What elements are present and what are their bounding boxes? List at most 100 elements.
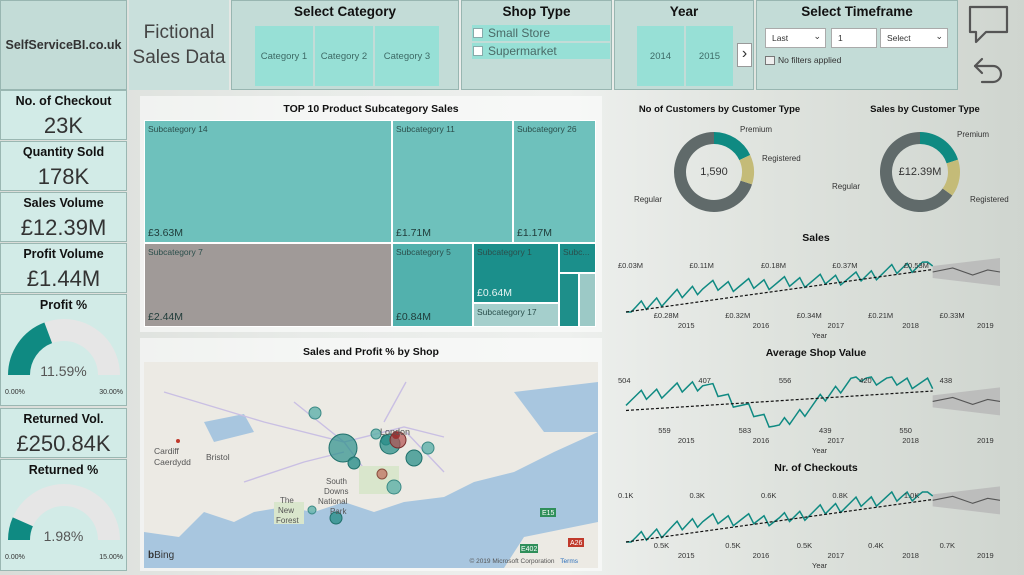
- donut-slice-premium[interactable]: [942, 159, 960, 196]
- treemap-cell[interactable]: Subcategory 26 £1.17M: [513, 120, 596, 243]
- x-tick-label: 2016: [753, 321, 770, 330]
- gauge-min: 0.00%: [5, 389, 25, 396]
- donut-sales-chart[interactable]: [878, 130, 962, 214]
- chevron-down-icon: ⌄: [813, 31, 821, 41]
- kpi-returned-pct: Returned % 1.98% 0.00% 15.00%: [0, 459, 127, 571]
- donut-slice-regular[interactable]: [674, 132, 753, 212]
- map-place: The: [280, 496, 294, 505]
- checkbox-icon[interactable]: [473, 28, 483, 38]
- comment-button[interactable]: [966, 4, 1012, 46]
- kpi-sales-volume: Sales Volume £12.39M: [0, 192, 127, 242]
- map-place: Cardiff: [154, 446, 180, 456]
- shop-type-label: Small Store: [488, 26, 551, 40]
- treemap-cell[interactable]: [559, 273, 579, 327]
- line-checkouts-chart[interactable]: 0.1K 0.5K 0.3K 0.5K 0.6K 0.5K 0.8K 0.4K 1.0K 0.7K…: [612, 476, 1020, 570]
- gauge-max: 30.00%: [99, 389, 123, 396]
- data-label: 0.3K: [689, 491, 704, 500]
- data-label: £0.03M: [618, 261, 643, 270]
- timeframe-filter: Select Timeframe Last ⌄ 1 Select ⌄ No fi…: [756, 0, 958, 90]
- timeframe-unit-select[interactable]: Select ⌄: [880, 28, 948, 48]
- shop-type-option-small-store[interactable]: Small Store: [472, 25, 610, 41]
- treemap-cell[interactable]: Subcategory 5 £0.84M: [392, 243, 473, 327]
- kpi-profit-volume: Profit Volume £1.44M: [0, 243, 127, 293]
- data-label: 583: [739, 426, 752, 435]
- map-terms-link[interactable]: Terms: [560, 558, 578, 565]
- series-line[interactable]: [626, 261, 934, 313]
- treemap-cell-name: Subcategory 5: [396, 247, 451, 257]
- back-button[interactable]: [972, 52, 1008, 86]
- kpi-value: 178K: [37, 164, 90, 189]
- returned-gauge: [8, 484, 120, 540]
- gauge-track: [8, 484, 120, 540]
- donut-center: 1,590: [700, 166, 728, 178]
- x-tick-label: 2017: [827, 551, 844, 560]
- donut-label: Registered: [762, 154, 801, 163]
- data-label: 0.4K: [868, 541, 883, 550]
- data-label: 0.5K: [797, 541, 812, 550]
- data-label: 0.8K: [832, 491, 847, 500]
- data-label: 0.1K: [618, 491, 633, 500]
- donut-slice-registered[interactable]: [714, 132, 751, 161]
- map-title: Sales and Profit % by Shop: [303, 346, 439, 358]
- x-tick-label: 2019: [977, 436, 994, 445]
- gauge-value: 11.59%: [40, 363, 87, 379]
- kpi-label: No. of Checkout: [15, 94, 112, 108]
- x-tick-label: 2016: [753, 551, 770, 560]
- donut-slice-registered[interactable]: [920, 132, 959, 164]
- treemap-cell[interactable]: Subcategory 17: [473, 303, 559, 327]
- kpi-checkouts: No. of Checkout 23K: [0, 90, 127, 140]
- x-tick-label: 2015: [678, 551, 695, 560]
- map-place: Caerdydd: [154, 457, 191, 467]
- timeframe-period-select[interactable]: Last ⌄: [765, 28, 826, 48]
- data-label: 504: [618, 376, 631, 385]
- forecast-line: [932, 267, 1001, 276]
- map-place: Forest: [276, 516, 299, 525]
- shop-type-title: Shop Type: [502, 4, 571, 19]
- donut-label: Regular: [832, 182, 861, 191]
- donut-slice-premium[interactable]: [739, 154, 754, 185]
- data-label: 559: [658, 426, 671, 435]
- chevron-down-icon: ⌄: [935, 31, 943, 41]
- map-copyright-text: © 2019 Microsoft Corporation: [469, 558, 555, 565]
- line-shop-value-chart[interactable]: 504 559 407 583 556 439 420 550 438 2015 2016 2017 2…: [612, 361, 1020, 455]
- treemap-cell[interactable]: Subc...: [559, 243, 596, 273]
- x-tick-label: 2017: [827, 321, 844, 330]
- timeframe-count-value: 1: [838, 33, 843, 43]
- line-sales-panel: Sales £0.03M £0.28M £0.11M £0.32M £0.18M £0.3…: [612, 226, 1020, 340]
- series-line[interactable]: [625, 376, 934, 428]
- forecast-line: [932, 495, 1001, 504]
- map-canvas[interactable]: London Bristol Cardiff Caerdydd South Do…: [144, 362, 598, 568]
- treemap-cell[interactable]: Subcategory 11 £1.71M: [392, 120, 513, 243]
- timeframe-count-input[interactable]: 1: [831, 28, 877, 48]
- data-label: £0.11M: [689, 261, 713, 270]
- treemap-cell[interactable]: [579, 273, 596, 327]
- donut-customers-chart[interactable]: [672, 130, 756, 214]
- treemap-cell-name: Subcategory 14: [148, 124, 208, 134]
- checkbox-icon[interactable]: [473, 46, 483, 56]
- data-label: 420: [859, 376, 872, 385]
- data-label: 0.6K: [761, 491, 776, 500]
- donut-sales-panel: Sales by Customer Type £12.39M Premium R…: [830, 96, 1020, 221]
- road-label: A26: [570, 540, 583, 547]
- year-tile-2015[interactable]: 2015: [686, 26, 733, 86]
- line-sales-chart[interactable]: £0.03M £0.28M £0.11M £0.32M £0.18M £0.34M £0.3…: [612, 246, 1020, 340]
- data-label: £0.28M: [654, 311, 679, 320]
- category-tile-2[interactable]: Category 2: [315, 26, 373, 86]
- kpi-profit-pct: Profit % 11.59% 0.00% 30.00%: [0, 294, 127, 406]
- year-next-button[interactable]: ›: [737, 43, 752, 67]
- year-tile-2014[interactable]: 2014: [637, 26, 684, 86]
- treemap-cell-name: Subcategory 11: [396, 124, 455, 134]
- donut-slice-regular[interactable]: [880, 132, 953, 212]
- shop-type-option-supermarket[interactable]: Supermarket: [472, 43, 610, 59]
- treemap-cell[interactable]: Subcategory 1 £0.64M: [473, 243, 559, 303]
- category-tile-1[interactable]: Category 1: [255, 26, 313, 86]
- x-tick-label: 2016: [753, 436, 770, 445]
- kpi-value: 23K: [43, 113, 84, 138]
- treemap-cell[interactable]: Subcategory 14 £3.63M: [144, 120, 392, 243]
- bing-logo: bBing: [148, 550, 174, 561]
- x-tick-label: 2019: [977, 551, 994, 560]
- treemap-cell[interactable]: Subcategory 7 £2.44M: [144, 243, 392, 327]
- category-tile-3[interactable]: Category 3: [375, 26, 439, 86]
- series-line[interactable]: [626, 490, 934, 543]
- donut-label: Premium: [957, 130, 990, 139]
